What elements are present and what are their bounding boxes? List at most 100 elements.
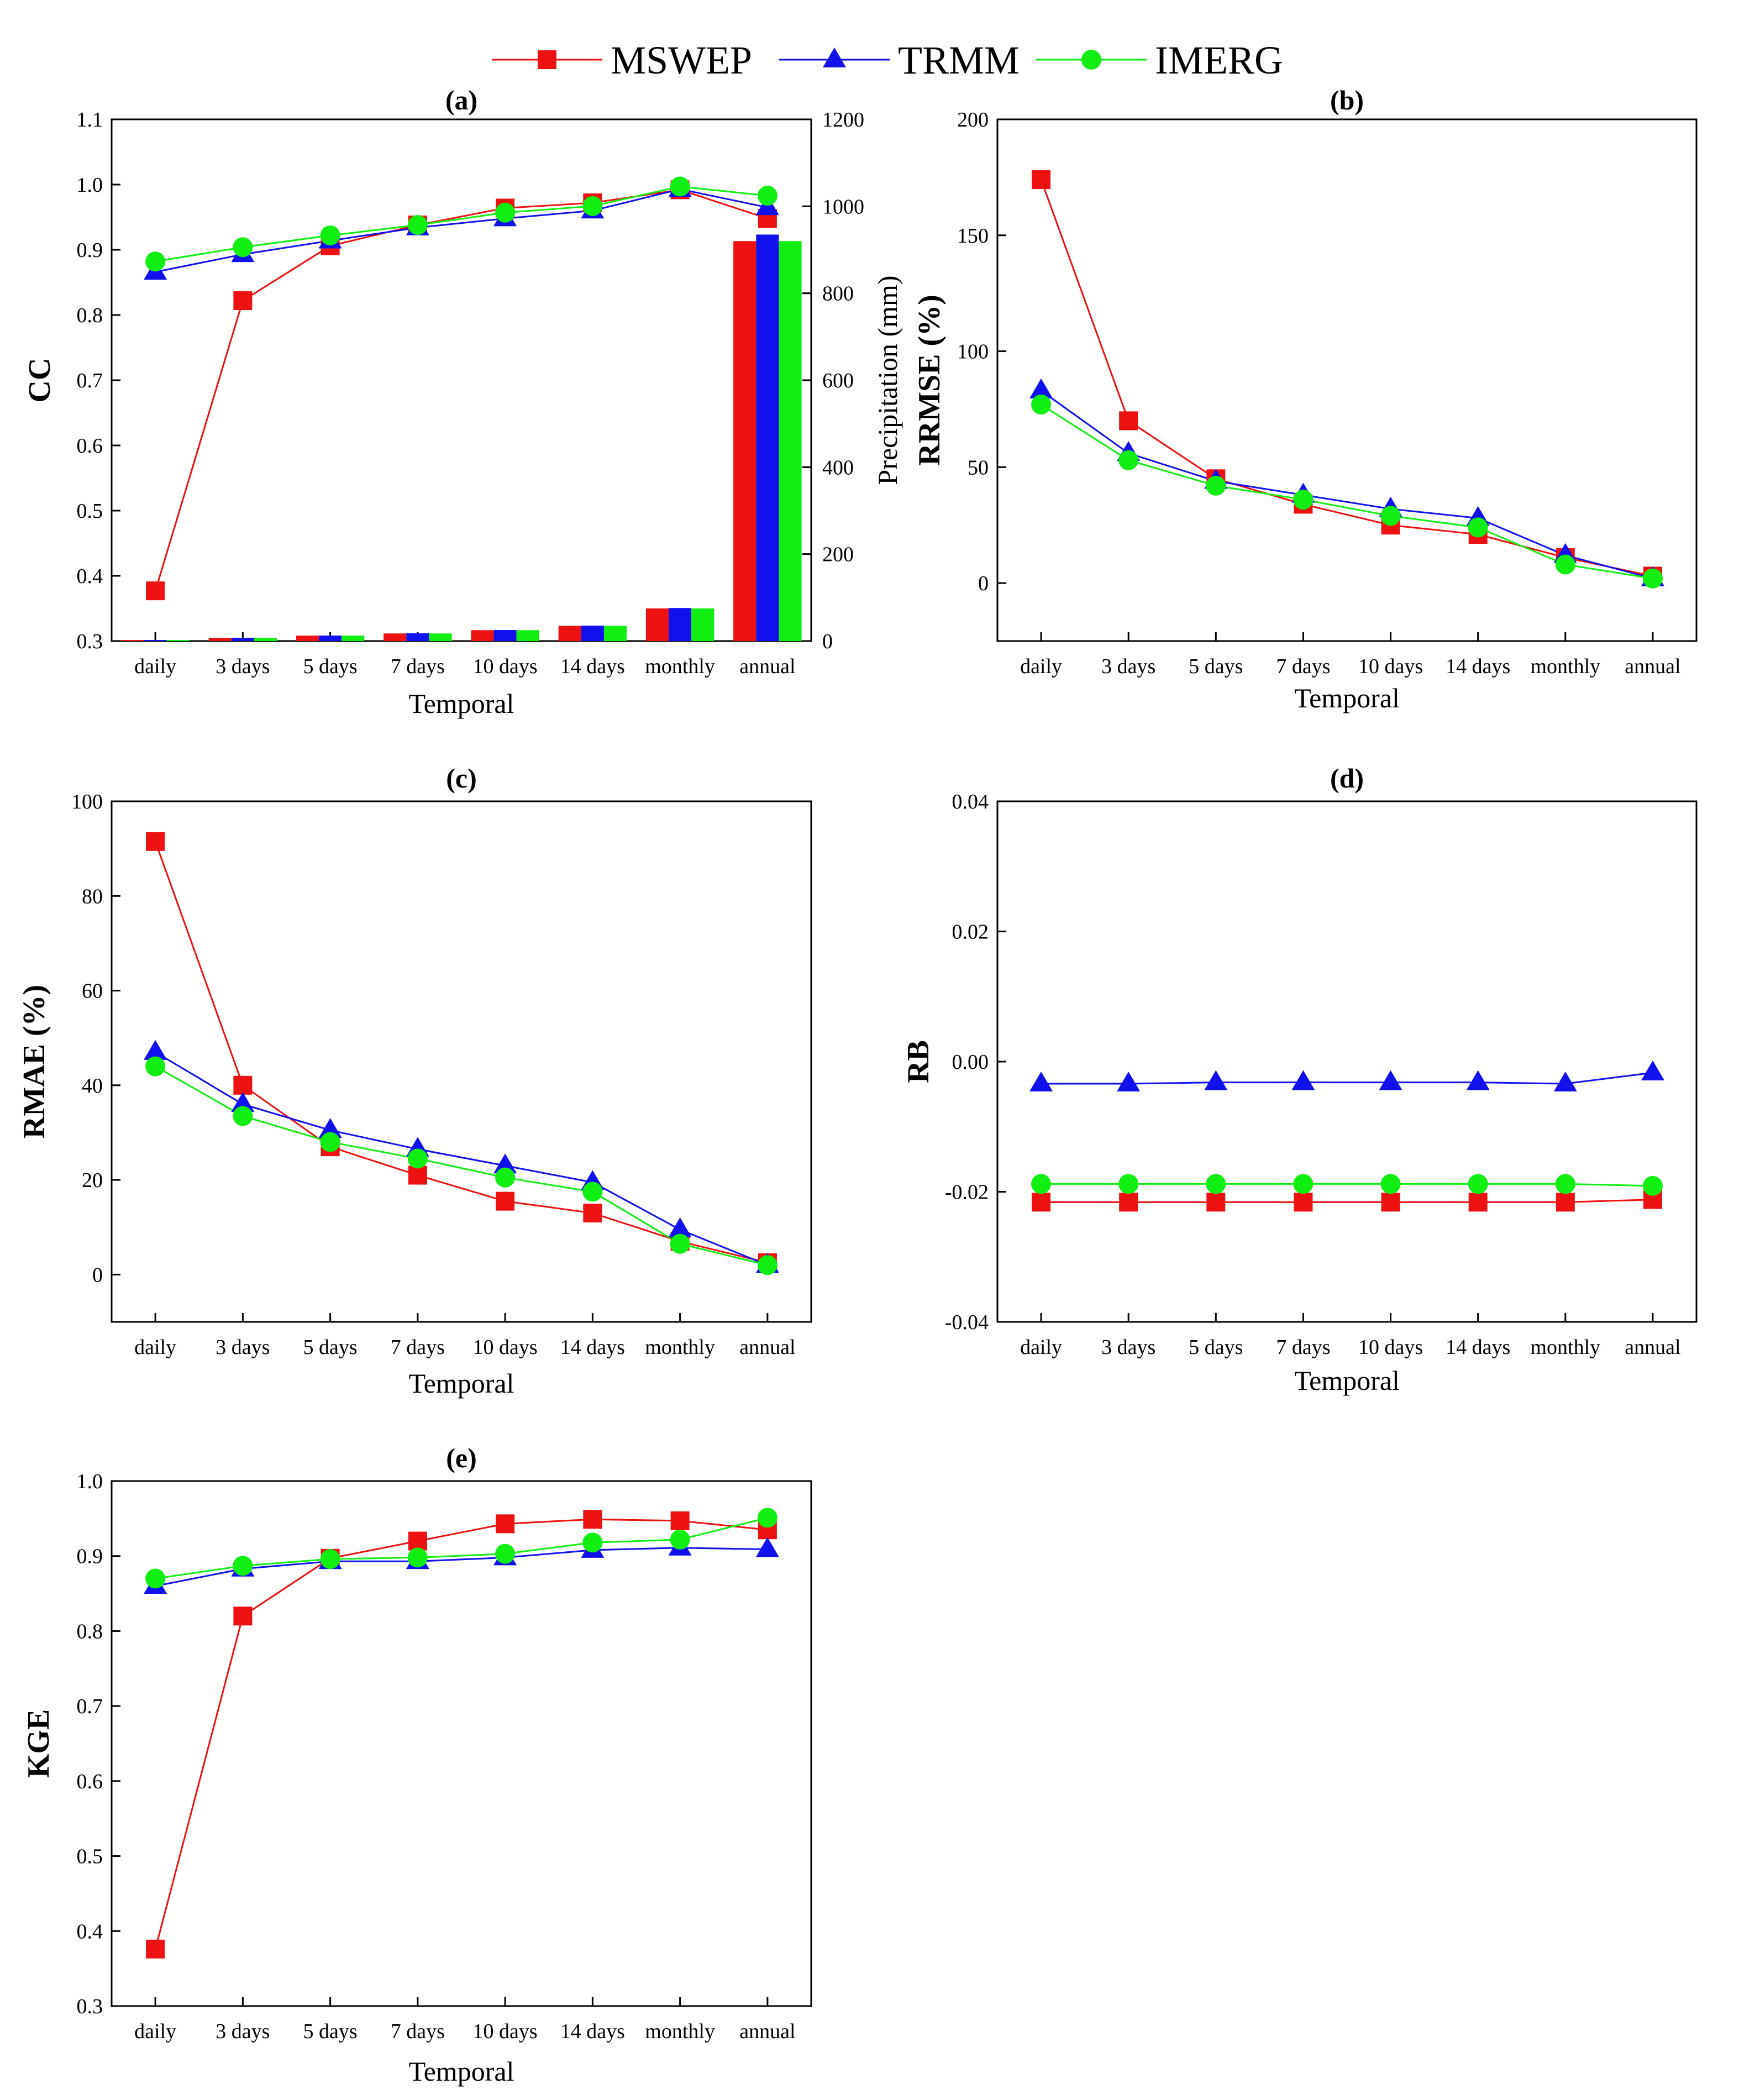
point-imerg-3 [1293,490,1314,510]
point-mswep-1 [233,1075,253,1095]
bar-trmm-1 [231,638,254,641]
x-tick-label: 14 days [1446,655,1510,678]
x-tick-label: 3 days [216,655,270,678]
legend-item-trmm: TRMM [779,38,1020,82]
point-imerg-0 [1031,395,1052,415]
point-imerg-2 [320,1132,340,1152]
series-line-trmm [1041,390,1653,580]
point-imerg-2 [1206,475,1226,496]
chart-panel-b: (b) 0 50 100 150 200 daily 3 days 5 days 7 days 10… [912,85,1698,713]
bar-trmm-7 [756,234,779,641]
point-imerg-4 [1380,506,1401,526]
point-mswep-3 [408,1531,427,1551]
point-imerg-1 [233,1106,253,1126]
point-imerg-0 [1031,1174,1052,1194]
panels: (a) 0.3 0.4 0.5 0.6 0.7 0.8 0.9 1.0 1.1 daily 3 day… [17,85,1698,2087]
y-tick-label: 20 [82,1169,103,1192]
bar-trmm-6 [669,608,692,641]
point-mswep-1 [1119,1193,1138,1212]
y-tick-label: 0.4 [77,565,103,588]
y-tick-label: 0.00 [952,1051,989,1074]
x-tick-label: 10 days [473,2020,538,2043]
bar-imerg-1 [254,638,277,641]
x-tick-label: 10 days [1358,1336,1423,1359]
series-line-imerg [1041,403,1653,580]
point-imerg-4 [495,202,516,223]
point-imerg-7 [757,186,777,206]
bar-mswep-3 [383,633,407,641]
point-imerg-4 [1380,1174,1401,1194]
point-mswep-0 [146,1939,165,1959]
legend-label: TRMM [898,38,1020,82]
y-tick-label: 0.02 [952,921,989,944]
y-tick-label: 0.9 [77,239,103,262]
bar-trmm-4 [493,630,517,641]
panel-title: (d) [1330,763,1364,794]
x-tick-label: 3 days [1101,1336,1155,1359]
bar-imerg-0 [166,640,190,641]
x-tick-label: 7 days [1276,655,1330,678]
point-trmm-2 [318,1118,342,1138]
series-line-mswep [154,841,768,1264]
legend-item-imerg: IMERG [1036,38,1283,82]
point-mswep-4 [496,1514,515,1534]
y-tick-label: 100 [957,340,989,364]
x-axis-label: Temporal [409,1368,514,1399]
bar-imerg-5 [603,626,627,641]
y-tick-label: 60 [82,980,103,1003]
point-mswep-5 [583,1204,602,1223]
y2-tick-label: 0 [822,630,833,653]
x-tick-label: monthly [1530,655,1600,678]
x-tick-label: 7 days [1276,1336,1330,1359]
point-trmm-6 [668,1217,692,1238]
point-mswep-4 [1381,1193,1400,1212]
y-tick-label: 0.7 [77,1695,103,1718]
bar-mswep-7 [733,241,756,641]
bar-imerg-7 [779,241,802,641]
bar-mswep-6 [645,608,669,641]
point-trmm-5 [1466,1070,1490,1090]
bar-mswep-5 [558,626,581,641]
y-tick-label: 80 [82,885,103,908]
x-tick-label: 10 days [473,1336,538,1359]
bar-trmm-3 [406,633,429,641]
bar-imerg-6 [691,608,714,641]
point-mswep-3 [1294,1193,1313,1212]
x-tick-label: monthly [645,1336,715,1359]
x-axis-label: Temporal [1294,1365,1400,1396]
x-tick-label: annual [739,655,795,678]
x-axis-label: Temporal [409,688,514,719]
legend-marker-triangle [823,48,846,67]
panel-title: (b) [1330,85,1364,116]
y-tick-label: 0.5 [77,1845,103,1868]
x-tick-label: monthly [645,2020,715,2043]
point-imerg-4 [495,1544,516,1564]
point-trmm-6 [1553,1072,1577,1092]
bar-trmm-2 [319,636,342,641]
series-line-trmm [155,1547,768,1587]
y2-axis-label: Precipitation (mm) [872,275,903,485]
point-imerg-6 [670,1529,690,1550]
point-mswep-3 [408,1166,427,1185]
y2-tick-label: 800 [822,282,854,306]
bar-imerg-3 [429,633,452,641]
bar-mswep-0 [121,640,144,641]
y-tick-label: -0.04 [945,1311,989,1334]
y-tick-label: 40 [82,1074,103,1098]
point-imerg-0 [145,1056,166,1077]
point-imerg-2 [320,225,340,246]
bar-trmm-5 [581,626,604,641]
x-tick-label: 5 days [303,1336,358,1359]
point-trmm-0 [1029,378,1053,398]
point-imerg-1 [233,237,253,258]
x-tick-label: 14 days [560,2020,625,2043]
plot-frame [996,118,1698,642]
y-axis-label: RMAE (%) [17,985,51,1138]
point-imerg-5 [582,1532,603,1553]
point-imerg-7 [757,1508,777,1528]
point-imerg-5 [1468,517,1488,538]
point-mswep-5 [1468,1193,1488,1212]
y-tick-label: 0.8 [77,1620,103,1643]
series-line-trmm [1041,1072,1653,1085]
series-line-imerg [155,1517,768,1579]
